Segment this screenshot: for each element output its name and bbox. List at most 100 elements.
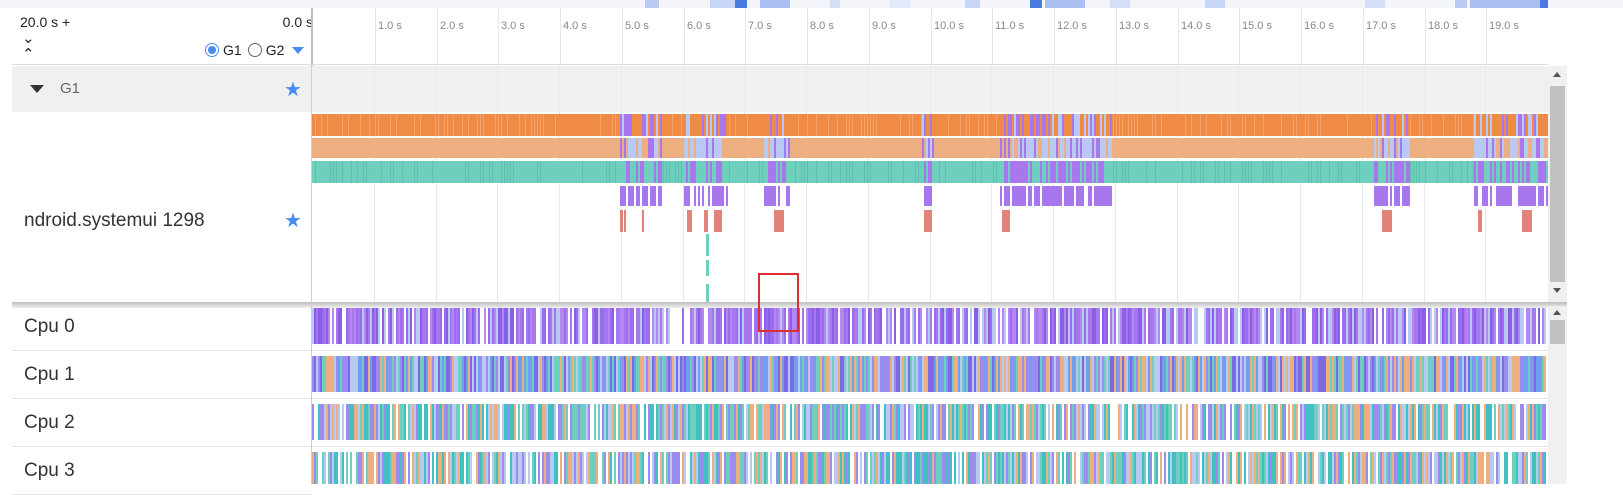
slice [1024, 161, 1026, 183]
scroll-up-icon[interactable] [1553, 310, 1561, 315]
slice [646, 114, 648, 136]
slice [1382, 114, 1384, 136]
cpu-slice [610, 356, 612, 392]
cpu-slice [1200, 404, 1202, 440]
cpu-slice [850, 404, 852, 440]
cpu-slice [1410, 356, 1412, 392]
cpu-slice [1404, 356, 1406, 392]
cpu-slice [448, 308, 450, 344]
scroll-thumb[interactable] [1550, 86, 1565, 282]
slice [784, 114, 786, 136]
cpu-slice [364, 308, 366, 344]
radio-g2[interactable] [247, 43, 262, 57]
cpu-slice [494, 308, 496, 344]
cpu-slice [962, 308, 964, 344]
stripe [816, 114, 817, 136]
time-ruler[interactable]: 1.0 s 2.0 s 3.0 s 4.0 s 5.0 s 6.0 s 7.0 s 8.0 s… [313, 8, 1548, 64]
cpu-slice [1224, 452, 1226, 484]
stripe [1449, 161, 1450, 183]
slice [630, 161, 632, 183]
main-scrollbar[interactable] [1548, 306, 1567, 484]
cpu-slice [952, 308, 954, 344]
slice [628, 161, 630, 183]
cpu-slice [914, 452, 916, 484]
slice [1494, 114, 1496, 136]
group-header-row[interactable]: G1 ★ [12, 66, 1548, 112]
selection-box[interactable] [758, 273, 799, 332]
cpu-slice [1152, 356, 1154, 392]
cpu-slice [402, 308, 404, 344]
cpu-slice [1034, 308, 1036, 344]
cpu-slice [1468, 308, 1470, 344]
star-icon[interactable]: ★ [284, 210, 302, 232]
cpu-slice [1444, 356, 1446, 392]
cpu-slice [872, 452, 874, 484]
cpu-slice [504, 452, 506, 484]
cpu-slice [1374, 452, 1376, 484]
expand-all-icon[interactable]: ⌄ [22, 30, 35, 47]
cpu-slice [784, 452, 786, 484]
slice [1060, 161, 1062, 183]
cpu-slice [388, 356, 390, 392]
group-dropdown-icon[interactable] [292, 46, 305, 54]
cpu-slice [1230, 356, 1232, 392]
slice [1504, 186, 1506, 206]
cpu-track-label: Cpu 2 [24, 412, 75, 433]
slice [1066, 114, 1068, 136]
cpu-slice [958, 308, 960, 344]
slice [726, 186, 728, 206]
slice [1044, 138, 1046, 158]
cpu-slice [1120, 452, 1122, 484]
star-icon[interactable]: ★ [284, 79, 302, 101]
cpu-slice [1508, 308, 1510, 344]
slice [1048, 114, 1050, 136]
stripe [504, 161, 505, 183]
cpu-slice [1082, 404, 1084, 440]
scroll-down-icon[interactable] [1553, 288, 1561, 293]
stripe [1245, 114, 1246, 136]
cpu-slice [590, 356, 592, 392]
cpu-slice [442, 404, 444, 440]
cpu-slice [1410, 452, 1412, 484]
cpu-slice [928, 452, 930, 484]
slice [690, 114, 692, 136]
cpu-slice [426, 308, 428, 344]
cpu-slice [1078, 356, 1080, 392]
row-separator [312, 350, 1548, 351]
pinned-scrollbar[interactable] [1548, 66, 1567, 302]
slice [1002, 138, 1004, 158]
slice [1536, 114, 1538, 136]
cpu-slice [550, 356, 552, 392]
cpu-track-slices[interactable] [312, 306, 1548, 484]
cpu-slice [910, 356, 912, 392]
cpu-slice [980, 404, 982, 440]
cpu-slice [1470, 404, 1472, 440]
stripe [762, 161, 763, 183]
radio-g1[interactable] [205, 43, 219, 57]
cpu-slice [1126, 308, 1128, 344]
cpu-slice [1314, 356, 1316, 392]
cpu-slice [540, 404, 542, 440]
slice [1090, 161, 1092, 183]
cpu-slice [1124, 452, 1126, 484]
cpu-slice [372, 356, 374, 392]
scroll-thumb[interactable] [1550, 320, 1565, 344]
overview-strip[interactable] [0, 0, 1623, 8]
cpu-slice [1314, 404, 1316, 440]
cpu-slice [778, 356, 780, 392]
process-track-slices[interactable] [312, 66, 1548, 302]
cpu-slice [1104, 404, 1106, 440]
triangle-down-icon[interactable] [30, 85, 44, 93]
collapse-all-icon[interactable]: ⌃ [22, 46, 35, 63]
cpu-slice [1138, 308, 1140, 344]
cpu-slice [1402, 356, 1404, 392]
cpu-slice [1126, 356, 1128, 392]
slice [1020, 138, 1022, 158]
slice [1074, 138, 1076, 158]
cpu-slice [1238, 404, 1240, 440]
cpu-slice [1360, 356, 1362, 392]
grid-line [1115, 66, 1116, 302]
scroll-up-icon[interactable] [1553, 72, 1561, 77]
cpu-slice [986, 452, 988, 484]
cpu-slice [1226, 356, 1228, 392]
